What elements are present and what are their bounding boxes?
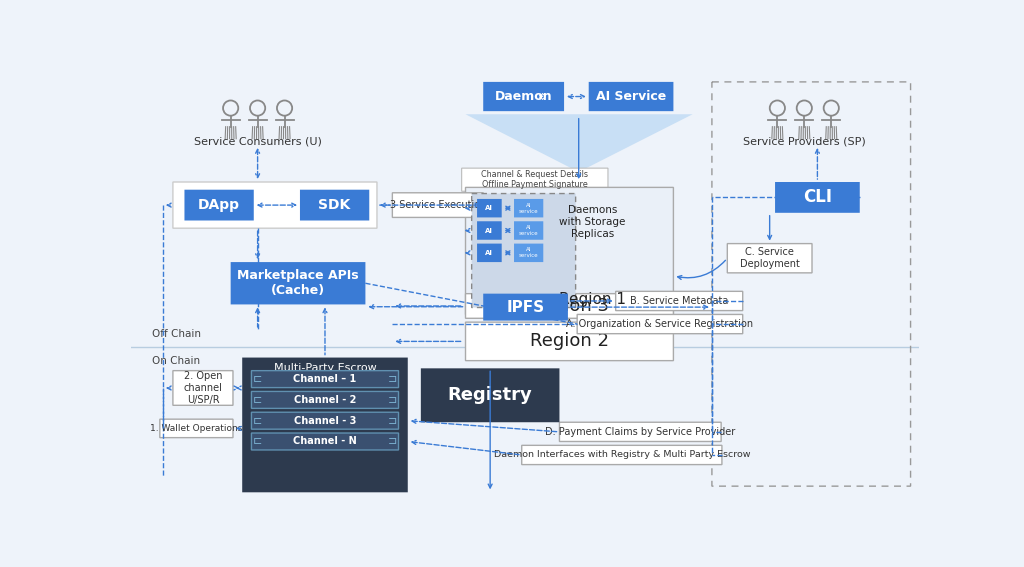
FancyBboxPatch shape (514, 199, 544, 217)
Text: AI Service: AI Service (596, 90, 667, 103)
Text: IPFS: IPFS (507, 299, 545, 315)
FancyBboxPatch shape (462, 168, 608, 191)
FancyBboxPatch shape (173, 371, 233, 405)
Text: ⊐: ⊐ (388, 437, 397, 446)
Text: A. Organization & Service Registration: A. Organization & Service Registration (566, 319, 754, 329)
FancyBboxPatch shape (727, 244, 812, 273)
FancyBboxPatch shape (160, 419, 233, 438)
FancyBboxPatch shape (477, 221, 502, 240)
FancyBboxPatch shape (466, 187, 674, 315)
FancyBboxPatch shape (252, 371, 398, 388)
FancyBboxPatch shape (521, 445, 722, 464)
FancyBboxPatch shape (589, 82, 674, 111)
Text: ⊐: ⊐ (388, 416, 397, 426)
FancyBboxPatch shape (173, 182, 377, 228)
Text: Channel - N: Channel - N (293, 437, 356, 446)
FancyBboxPatch shape (392, 193, 483, 217)
Text: ⊏: ⊏ (253, 395, 262, 405)
Text: Daemons
with Storage
Replicas: Daemons with Storage Replicas (559, 205, 626, 239)
FancyBboxPatch shape (578, 315, 742, 334)
FancyBboxPatch shape (483, 82, 564, 111)
Text: AI
service: AI service (519, 247, 539, 258)
FancyBboxPatch shape (514, 221, 544, 240)
Text: Channel - 3: Channel - 3 (294, 416, 356, 426)
FancyBboxPatch shape (300, 190, 370, 221)
Text: AI
service: AI service (519, 225, 539, 236)
Text: CLI: CLI (803, 188, 831, 206)
Text: ⊏: ⊏ (253, 437, 262, 446)
FancyBboxPatch shape (252, 391, 398, 408)
Text: Marketplace APIs
(Cache): Marketplace APIs (Cache) (238, 269, 358, 297)
Text: AI: AI (485, 227, 494, 234)
Text: Off Chain: Off Chain (153, 329, 201, 339)
FancyBboxPatch shape (421, 369, 559, 422)
FancyBboxPatch shape (472, 193, 575, 307)
FancyBboxPatch shape (483, 294, 568, 320)
Text: DApp: DApp (198, 198, 240, 212)
FancyBboxPatch shape (477, 244, 502, 262)
FancyBboxPatch shape (230, 262, 366, 304)
FancyBboxPatch shape (477, 199, 502, 217)
Polygon shape (466, 114, 692, 172)
Text: 2. Open
channel
U/SP/R: 2. Open channel U/SP/R (183, 371, 222, 405)
Text: Service Consumers (U): Service Consumers (U) (194, 136, 322, 146)
Text: B. Service Metadata: B. Service Metadata (630, 296, 728, 306)
Text: AI: AI (485, 205, 494, 211)
FancyBboxPatch shape (184, 190, 254, 221)
Text: On Chain: On Chain (153, 356, 201, 366)
FancyBboxPatch shape (466, 294, 674, 318)
Text: SDK: SDK (318, 198, 351, 212)
FancyBboxPatch shape (243, 358, 408, 492)
Text: Region 2: Region 2 (530, 332, 609, 350)
Text: Multi-Party Escrow: Multi-Party Escrow (273, 363, 377, 373)
Text: ⊐: ⊐ (388, 395, 397, 405)
Text: AI: AI (485, 250, 494, 256)
Text: AI
service: AI service (519, 203, 539, 214)
Text: C. Service
Deployment: C. Service Deployment (739, 247, 800, 269)
FancyBboxPatch shape (514, 244, 544, 262)
Text: Registry: Registry (447, 386, 532, 404)
FancyBboxPatch shape (252, 412, 398, 429)
Text: Region 1: Region 1 (559, 291, 626, 307)
FancyBboxPatch shape (466, 322, 674, 361)
Text: Region 3: Region 3 (530, 297, 609, 315)
Text: ⊏: ⊏ (253, 374, 262, 384)
Text: ⊏: ⊏ (253, 416, 262, 426)
Text: ⊐: ⊐ (388, 374, 397, 384)
FancyBboxPatch shape (615, 291, 742, 311)
Text: Channel & Request Details
Offline Payment Signature: Channel & Request Details Offline Paymen… (481, 170, 589, 189)
FancyBboxPatch shape (252, 433, 398, 450)
Text: Service Providers (SP): Service Providers (SP) (743, 136, 865, 146)
Text: D. Payment Claims by Service Provider: D. Payment Claims by Service Provider (545, 427, 735, 437)
Text: Daemon: Daemon (495, 90, 553, 103)
FancyBboxPatch shape (559, 422, 721, 442)
Text: ⚙: ⚙ (537, 91, 546, 101)
FancyBboxPatch shape (775, 182, 860, 213)
Text: 1. Wallet Operations: 1. Wallet Operations (151, 424, 243, 433)
Text: 3 Service Execution: 3 Service Execution (389, 200, 486, 210)
Text: Channel - 2: Channel - 2 (294, 395, 356, 405)
Text: Daemon Interfaces with Registry & Multi Party Escrow: Daemon Interfaces with Registry & Multi … (494, 450, 750, 459)
Text: Channel – 1: Channel – 1 (293, 374, 356, 384)
